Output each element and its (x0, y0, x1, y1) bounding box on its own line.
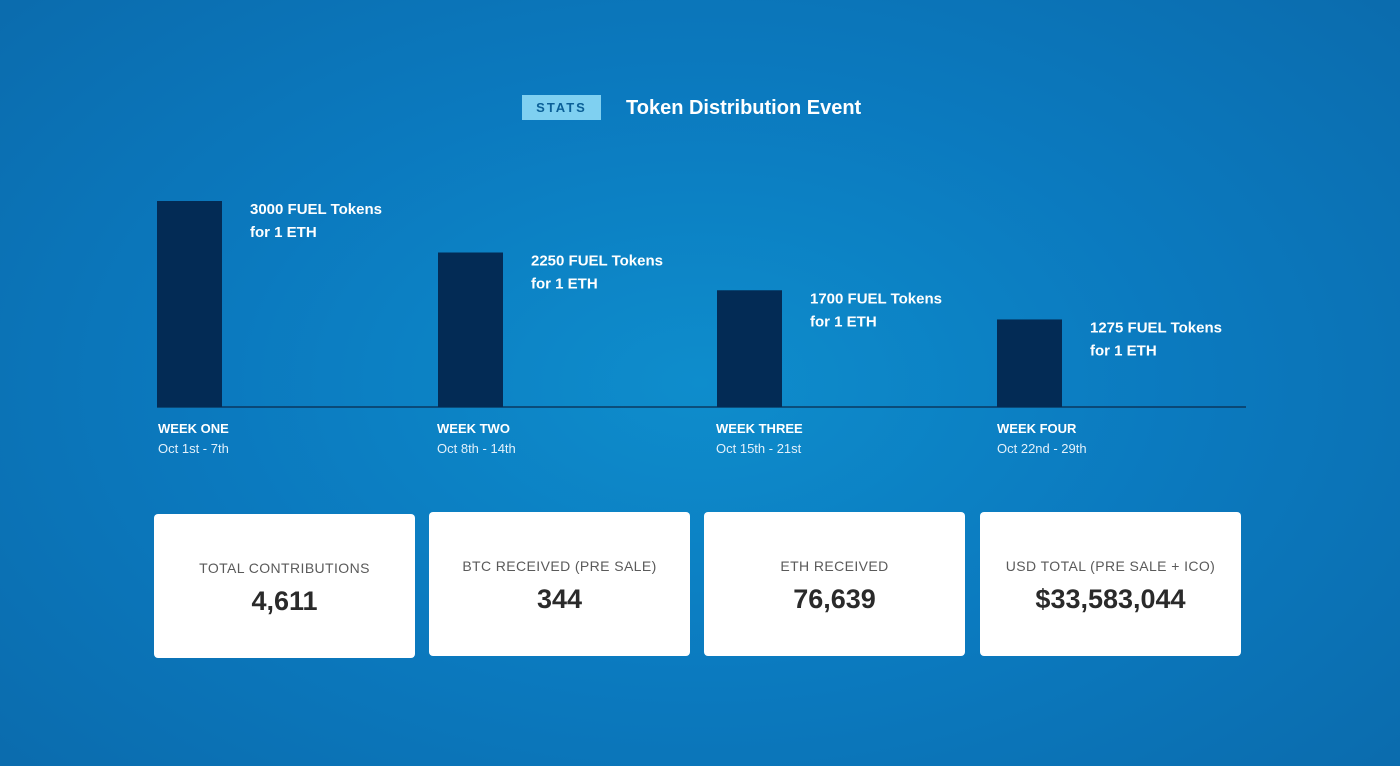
stat-label: TOTAL CONTRIBUTIONS (199, 560, 370, 576)
data-label-line2: for 1 ETH (250, 224, 317, 241)
data-label-line2: for 1 ETH (810, 313, 877, 330)
data-label-line2: for 1 ETH (531, 276, 598, 293)
bar-3 (717, 290, 782, 407)
stat-label: USD TOTAL (PRE SALE + ICO) (1005, 558, 1216, 574)
token-distribution-chart: 3000 FUEL Tokens for 1 ETH WEEK ONE Oct 1st… (157, 201, 1246, 456)
bar-4 (997, 319, 1062, 407)
stat-value: $33,583,044 (1035, 584, 1186, 614)
stats-cards: TOTAL CONTRIBUTIONS 4,611 BTC RECEIVED (… (154, 512, 1242, 658)
category-date: Oct 8th - 14th (437, 441, 516, 456)
stat-card-usd-total: USD TOTAL (PRE SALE + ICO) $33,583,044 (980, 512, 1241, 656)
data-label-line2: for 1 ETH (1090, 342, 1157, 359)
bar-2 (438, 252, 503, 407)
category-date: Oct 22nd - 29th (997, 441, 1087, 456)
stats-badge: STATS (522, 95, 601, 120)
data-label-line1: 1275 FUEL Tokens (1090, 319, 1222, 336)
stat-label: BTC RECEIVED (PRE SALE) (462, 558, 657, 574)
chart-header: STATS Token Distribution Event (0, 95, 1400, 121)
category-label: WEEK THREE (716, 421, 803, 436)
stat-card-total-contributions: TOTAL CONTRIBUTIONS 4,611 (154, 514, 415, 658)
category-date: Oct 1st - 7th (158, 441, 229, 456)
data-label-line1: 3000 FUEL Tokens (250, 201, 382, 218)
data-label-line1: 1700 FUEL Tokens (810, 290, 942, 307)
stat-label: ETH RECEIVED (780, 558, 889, 574)
stat-value: 4,611 (251, 586, 318, 616)
chart-title: Token Distribution Event (626, 97, 862, 119)
stat-value: 344 (536, 584, 583, 614)
category-label: WEEK ONE (158, 421, 229, 436)
stat-card-eth-received: ETH RECEIVED 76,639 (704, 512, 965, 656)
bar-1 (157, 201, 222, 407)
category-label: WEEK TWO (437, 421, 510, 436)
category-label: WEEK FOUR (997, 421, 1077, 436)
data-label-line1: 2250 FUEL Tokens (531, 253, 663, 270)
category-date: Oct 15th - 21st (716, 441, 802, 456)
stat-value: 76,639 (793, 584, 876, 614)
stat-card-btc-received: BTC RECEIVED (PRE SALE) 344 (429, 512, 690, 656)
